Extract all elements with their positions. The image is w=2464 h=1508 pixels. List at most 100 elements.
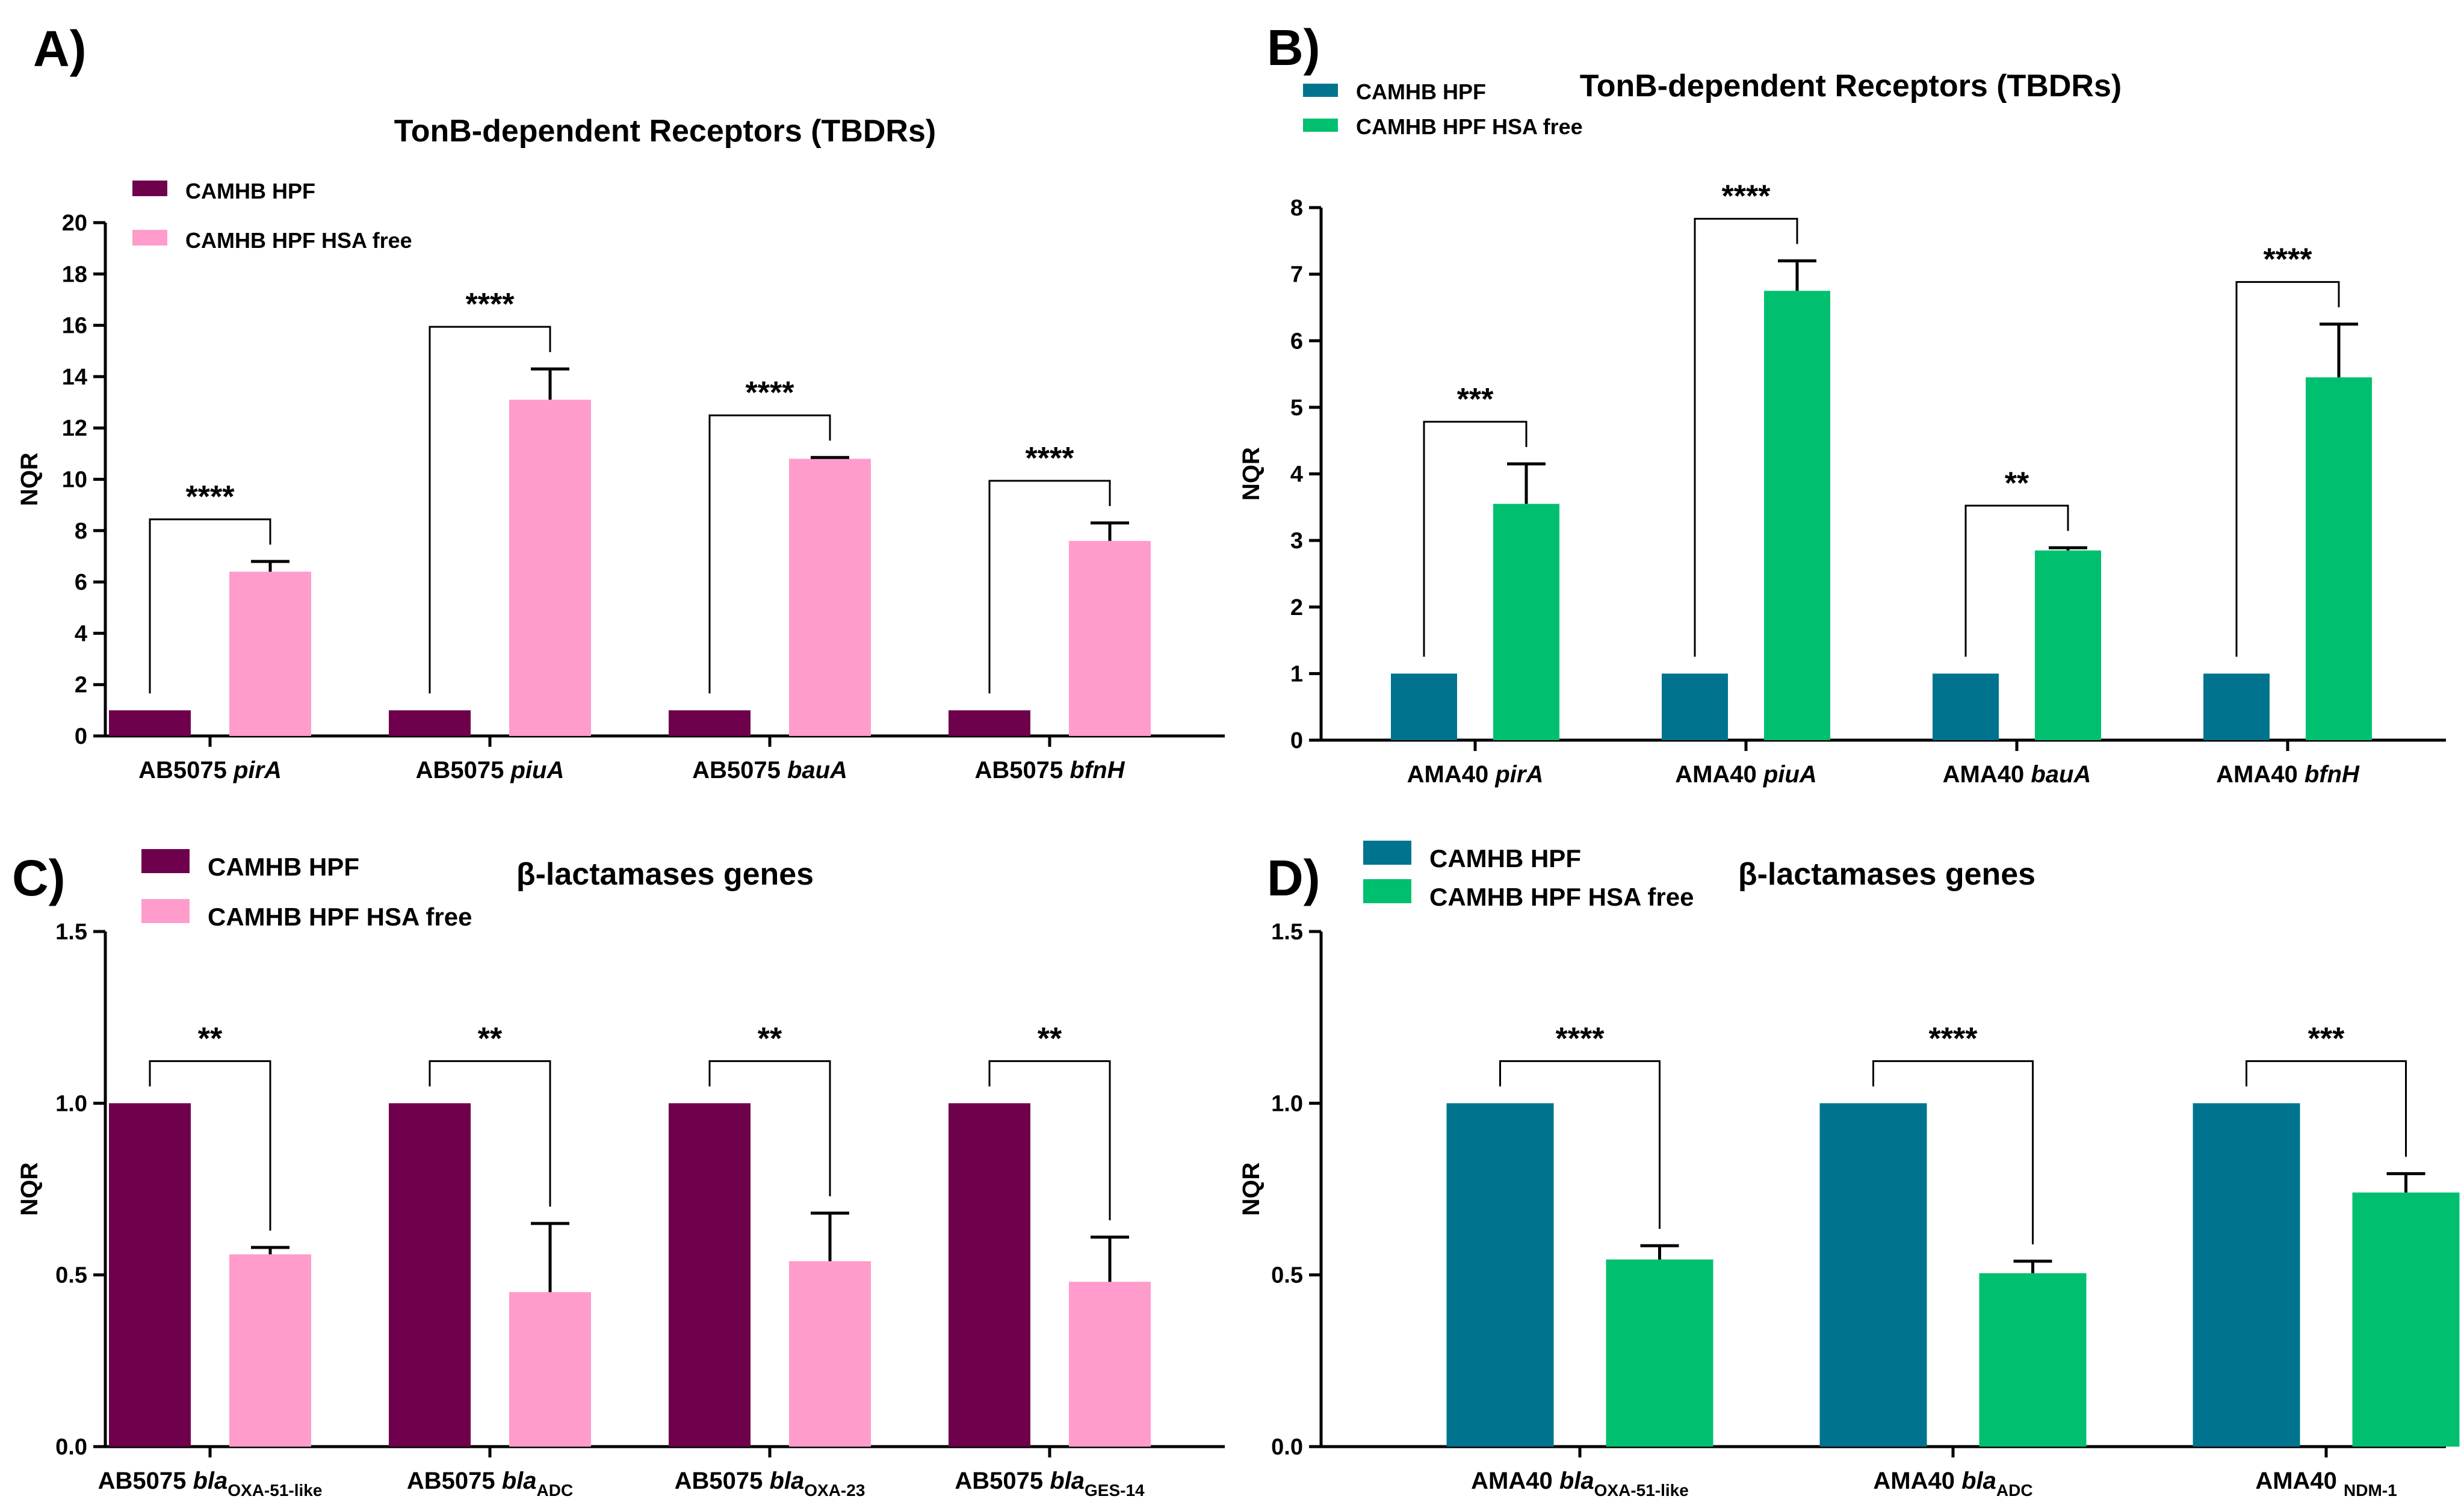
x-tick-label: AMA40 pirA	[1407, 761, 1544, 788]
x-tick-label: AB5075 pirA	[138, 757, 282, 783]
category-subscript: ADC	[537, 1481, 574, 1500]
bar	[229, 1254, 311, 1447]
y-tick-label: 1.0	[55, 1091, 87, 1116]
category-prefix: AB5075	[98, 1468, 193, 1494]
bar	[509, 400, 591, 736]
x-tick-label: AB5075 piuA	[416, 757, 565, 783]
y-tick-label: 0	[1290, 728, 1303, 753]
significance-bracket	[2246, 1060, 2407, 1157]
bar	[2352, 1192, 2460, 1447]
bar	[2203, 673, 2270, 740]
category-prefix: AB5075	[407, 1468, 502, 1494]
significance-bracket	[149, 1060, 271, 1231]
y-tick-label: 0.5	[1271, 1263, 1303, 1288]
category-prefix: AMA40	[2255, 1468, 2344, 1494]
significance-stars: ****	[1026, 441, 1075, 476]
bar	[669, 1103, 751, 1447]
y-tick-label: 14	[62, 365, 87, 390]
y-tick-label: 1	[1290, 661, 1303, 687]
category-prefix: AB5075	[138, 757, 234, 783]
significance-stars: ***	[1457, 382, 1494, 417]
bar	[789, 459, 871, 736]
chart-title: β-lactamases genes	[1738, 857, 2035, 892]
chart-panel-d: D) β-lactamases genes CAMHB HPF CAMHB HPF H…	[1238, 841, 2460, 1500]
bar	[789, 1261, 871, 1447]
x-tick-label: AMA40 blaADC	[1873, 1468, 2032, 1500]
legend-swatch	[1303, 84, 1338, 97]
legend-label: CAMHB HPF	[185, 179, 315, 203]
significance-stars: ****	[466, 287, 515, 322]
significance-bracket	[988, 1060, 1111, 1220]
significance-stars: ****	[1929, 1021, 1978, 1056]
category-gene: bla	[193, 1468, 228, 1494]
category-gene: pirA	[233, 757, 282, 783]
significance-bracket	[988, 480, 1111, 694]
bar	[2306, 377, 2372, 740]
y-tick-label: 2	[75, 673, 87, 698]
category-gene: bfnH	[2305, 761, 2360, 788]
significance-bracket	[708, 414, 831, 694]
category-prefix: AB5075	[692, 757, 787, 783]
x-tick-label: AMA40 bfnH	[2216, 761, 2360, 788]
category-gene: bla	[1961, 1468, 1996, 1494]
y-tick-label: 1.0	[1271, 1091, 1303, 1116]
category-subscript: OXA-51-like	[1594, 1481, 1689, 1500]
y-tick-label: 0.5	[55, 1263, 87, 1288]
panel-label: A)	[33, 20, 87, 77]
bar	[1446, 1103, 1554, 1447]
legend-swatch	[1363, 879, 1411, 903]
significance-bracket	[708, 1060, 831, 1196]
bar	[1391, 673, 1457, 740]
bar	[1979, 1273, 2087, 1447]
y-tick-label: 20	[62, 211, 87, 236]
y-tick-label: 3	[1290, 528, 1303, 554]
category-subscript: OXA-23	[804, 1481, 865, 1500]
significance-bracket	[1499, 1060, 1661, 1229]
category-prefix: AMA40	[1407, 761, 1496, 788]
significance-stars: **	[198, 1021, 223, 1056]
significance-stars: ***	[2308, 1021, 2345, 1056]
panel-label: C)	[12, 850, 66, 906]
chart-panel-b: B) TonB-dependent Receptors (TBDRs) CAMHB …	[1238, 19, 2446, 788]
category-subscript: NDM-1	[2344, 1481, 2397, 1500]
category-gene: pirA	[1494, 761, 1543, 788]
bar	[109, 1103, 191, 1447]
category-prefix: AMA40	[1873, 1468, 1961, 1494]
y-tick-label: 8	[1290, 196, 1303, 221]
significance-bracket	[429, 1060, 551, 1207]
x-tick-label: AB5075 blaOXA-23	[675, 1468, 865, 1500]
y-tick-label: 8	[75, 519, 87, 544]
significance-stars: **	[478, 1021, 503, 1056]
category-subscript: GES-14	[1085, 1481, 1145, 1500]
y-tick-label: 0.0	[55, 1435, 87, 1460]
bar	[1069, 540, 1151, 736]
significance-bracket	[2235, 281, 2340, 657]
x-tick-label: AMA40 piuA	[1675, 761, 1817, 788]
significance-bracket	[1872, 1060, 2034, 1244]
y-tick-label: 4	[75, 621, 87, 646]
legend-label: CAMHB HPF	[1429, 844, 1581, 873]
category-prefix: AMA40	[1675, 761, 1763, 788]
significance-bracket	[149, 518, 271, 694]
y-axis-label: NQR	[1238, 447, 1265, 501]
category-gene: bfnH	[1069, 757, 1125, 783]
legend-label: CAMHB HPF HSA free	[185, 228, 412, 253]
legend-label: CAMHB HPF	[208, 853, 359, 881]
y-tick-label: 1.5	[55, 919, 87, 945]
y-axis-label: NQR	[16, 1162, 43, 1216]
bar	[1764, 291, 1830, 740]
significance-bracket	[1964, 504, 2069, 657]
x-tick-label: AB5075 blaOXA-51-like	[98, 1468, 323, 1500]
y-tick-label: 10	[62, 468, 87, 493]
chart-title: β-lactamases genes	[516, 857, 814, 892]
y-tick-label: 16	[62, 314, 87, 339]
bar	[2035, 550, 2101, 740]
bar	[389, 1103, 471, 1447]
legend-label: CAMHB HPF HSA free	[208, 903, 472, 931]
y-tick-label: 12	[62, 416, 87, 441]
category-gene: piuA	[1763, 761, 1817, 788]
legend-label: CAMHB HPF HSA free	[1356, 114, 1583, 139]
significance-bracket	[1694, 218, 1798, 657]
x-tick-label: AMA40 NDM-1	[2255, 1468, 2397, 1500]
category-gene: bauA	[787, 757, 847, 783]
